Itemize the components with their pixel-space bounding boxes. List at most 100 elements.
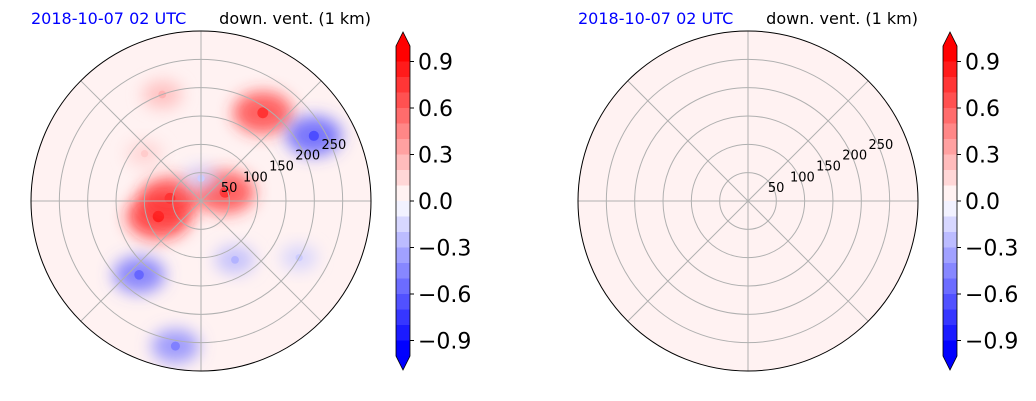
colorbar-extend-max: [943, 32, 957, 46]
colorbar-tick-label: −0.9: [965, 330, 1018, 355]
colorbar-tick-label: 0.3: [418, 144, 453, 169]
panel-left: 2018-10-07 02 UTC down. vent. (1 km) 50 1…: [30, 9, 471, 372]
colorbar-segment: [943, 232, 957, 248]
colorbar-segment: [396, 185, 410, 202]
colorbar-segment: [943, 216, 957, 233]
grid-spoke-315: [200, 200, 322, 322]
radial-tick-label: 50: [768, 181, 785, 196]
radial-tick-label: 250: [321, 138, 346, 153]
colorbar-tick-label: 0.0: [965, 190, 1000, 215]
colorbar-segment: [396, 325, 410, 341]
colorbar-segment: [943, 278, 957, 295]
colorbar-extend-max: [396, 32, 410, 46]
colorbar-tick-label: 0.0: [418, 190, 453, 215]
colorbar-segment: [396, 232, 410, 248]
colorbar-segment: [943, 325, 957, 341]
panel-right-grid: [578, 31, 918, 371]
field-core-8: [231, 255, 239, 264]
colorbar-segment: [943, 46, 957, 62]
grid-spoke-315: [747, 200, 869, 322]
colorbar-segment: [396, 278, 410, 295]
colorbar-segment: [396, 108, 410, 124]
radial-tick-label: 200: [842, 149, 867, 164]
radial-tick-label: 250: [868, 138, 893, 153]
radial-tick-label: 150: [816, 159, 841, 174]
colorbar-tick-label: −0.6: [418, 283, 471, 308]
panel-right-colorbar: 0.9 0.6 0.3 0.0 −0.3 −0.6 −0.9: [942, 31, 1018, 371]
field-core-9: [170, 341, 180, 351]
colorbar-segment: [943, 340, 957, 357]
colorbar-segment: [943, 185, 957, 202]
grid-spoke-45: [200, 80, 322, 202]
radial-tick-label: 100: [790, 170, 815, 185]
grid-spoke-135: [80, 80, 202, 202]
colorbar-tick-label: −0.3: [418, 237, 471, 262]
colorbar-segment: [943, 201, 957, 217]
colorbar-outline: [395, 31, 411, 371]
radial-tick-label: 150: [269, 159, 294, 174]
radial-tick-label: 50: [221, 181, 238, 196]
colorbar-segment: [396, 46, 410, 62]
colorbar-segment: [396, 201, 410, 217]
grid-spoke-225: [80, 200, 202, 322]
field-core-7: [140, 150, 149, 158]
radial-tick-label: 100: [243, 170, 268, 185]
colorbar-tick-label: −0.6: [965, 283, 1018, 308]
field-core-2: [219, 186, 231, 198]
colorbar-segment: [943, 92, 957, 109]
colorbar-tick-label: 0.3: [965, 144, 1000, 169]
colorbar-segment: [943, 77, 957, 93]
colorbar-segment: [396, 309, 410, 326]
colorbar-segment: [943, 108, 957, 124]
field-core-5: [308, 130, 319, 141]
colorbar-segment: [396, 154, 410, 171]
colorbar-segment: [943, 170, 957, 186]
panel-right: 2018-10-07 02 UTC down. vent. (1 km) 50 1…: [577, 9, 1018, 372]
panel-left-grid: [31, 31, 371, 371]
colorbar-tick-label: 0.9: [418, 51, 453, 76]
colorbar-tick-label: 0.6: [418, 97, 453, 122]
colorbar-segment: [396, 294, 410, 310]
field-core-3: [257, 107, 269, 119]
colorbar-segment: [396, 77, 410, 93]
colorbar-segment: [396, 139, 410, 155]
panel-right-polar-frame: [577, 30, 919, 372]
colorbar-tick-label: −0.9: [418, 330, 471, 355]
colorbar-segment: [396, 340, 410, 357]
panel-left-colorbar: 0.9 0.6 0.3 0.0 −0.3 −0.6 −0.9: [395, 31, 471, 371]
colorbar-segment: [943, 154, 957, 171]
colorbar-tick-label: 0.6: [965, 97, 1000, 122]
colorbar-segment: [396, 216, 410, 233]
colorbar-segment: [943, 61, 957, 78]
grid-spoke-45: [747, 80, 869, 202]
field-core-4: [134, 269, 144, 280]
radial-tick-label: 200: [295, 149, 320, 164]
colorbar-tick-label: 0.9: [965, 51, 1000, 76]
panel-right-title-time: 2018-10-07 02 UTC: [578, 9, 733, 28]
grid-spoke-225: [627, 200, 749, 322]
panel-right-title-field: down. vent. (1 km): [766, 9, 918, 28]
colorbar-segment: [396, 263, 410, 279]
colorbar-segment: [943, 123, 957, 140]
grid-spoke-135: [627, 80, 749, 202]
panel-left-title-field: down. vent. (1 km): [219, 9, 371, 28]
colorbar-segment: [396, 170, 410, 186]
colorbar-segment: [943, 263, 957, 279]
colorbar-segment: [943, 294, 957, 310]
colorbar-segment: [943, 309, 957, 326]
panel-left-polar-frame: [30, 30, 372, 372]
colorbar-tick-label: −0.3: [965, 237, 1018, 262]
colorbar-extend-min: [943, 356, 957, 370]
panel-left-title-time: 2018-10-07 02 UTC: [31, 9, 186, 28]
colorbar-segment: [396, 92, 410, 109]
colorbar-extend-min: [396, 356, 410, 370]
colorbar-segment: [396, 247, 410, 264]
colorbar-segment: [943, 247, 957, 264]
colorbar-segment: [396, 61, 410, 78]
colorbar-segment: [943, 139, 957, 155]
